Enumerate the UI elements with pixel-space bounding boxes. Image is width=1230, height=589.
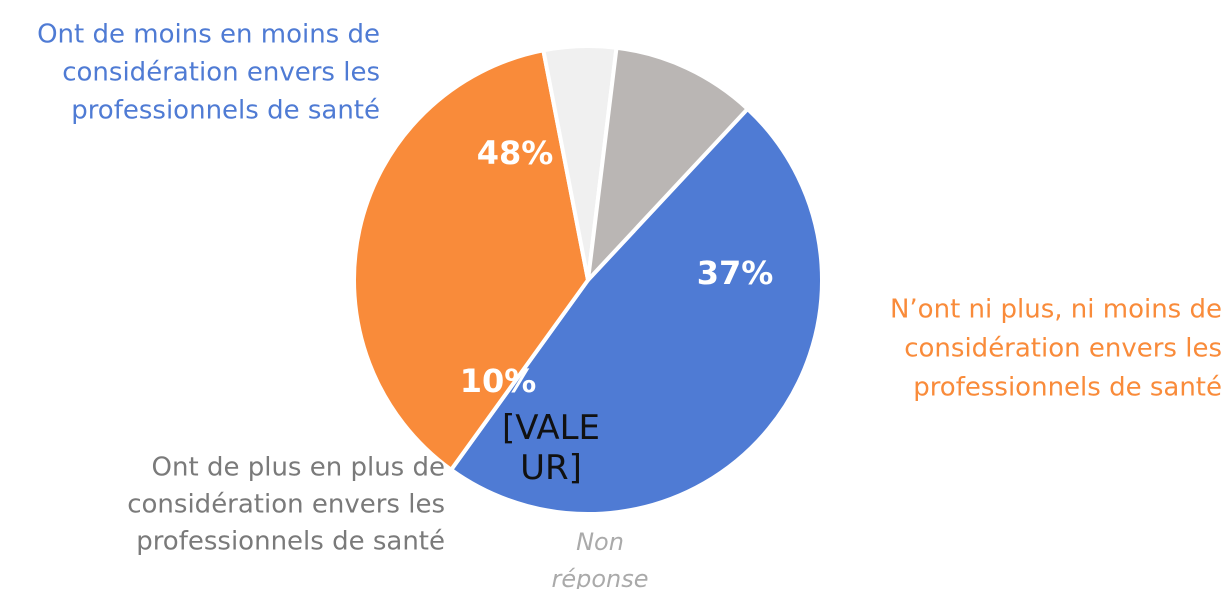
pie-slice: [585, 45, 751, 286]
category-label: considération envers les: [127, 490, 445, 520]
category-label: réponse: [551, 565, 648, 589]
category-label: professionnels de santé: [136, 527, 445, 557]
category-label: Ont de moins en moins de: [37, 20, 380, 50]
category-label: professionnels de santé: [71, 96, 380, 126]
pie-slice: [352, 47, 591, 473]
data-label: 48%: [477, 134, 554, 172]
category-label: professionnels de santé: [913, 373, 1222, 403]
pie-slice: [448, 106, 824, 516]
data-label: 37%: [697, 254, 774, 292]
category-label: considération envers les: [904, 334, 1222, 364]
category-label: Non: [576, 528, 624, 556]
category-label: N’ont ni plus, ni moins de: [890, 295, 1222, 325]
category-label: Ont de plus en plus de: [152, 453, 445, 483]
category-label: considération envers les: [62, 58, 380, 88]
data-label: [VALEUR]: [501, 408, 601, 488]
data-label: 10%: [460, 362, 537, 400]
